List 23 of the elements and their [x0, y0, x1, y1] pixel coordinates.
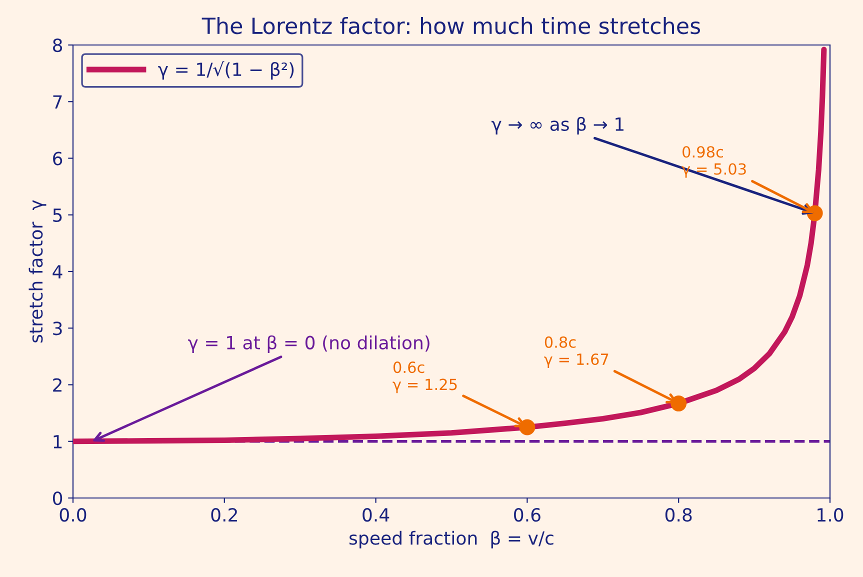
x-tick-label: 0.0 — [60, 508, 86, 522]
annotation: 0.8c γ = 1.67 — [544, 336, 608, 368]
y-tick-label: 8 — [53, 38, 62, 52]
chart-title: The Lorentz factor: how much time stretches — [202, 17, 700, 34]
x-tick-label: 0.2 — [211, 508, 237, 522]
x-tick-label: 0.4 — [362, 508, 390, 522]
x-tick-label: 0.8 — [665, 508, 692, 522]
y-tick-label: 7 — [53, 95, 62, 108]
x-tick-label: 0.6 — [514, 508, 540, 522]
y-tick-label: 0 — [52, 491, 62, 506]
y-axis-title: stretch factor γ — [28, 200, 46, 342]
x-axis-title: speed fraction β = v/c — [350, 530, 554, 548]
y-tick-label: 6 — [53, 152, 62, 166]
annotation: γ → ∞ as β → 1 — [492, 116, 624, 134]
x-tick-label: 1.0 — [818, 508, 844, 522]
legend-label: γ = 1/√(1 − β²) — [158, 61, 294, 80]
y-tick-label: 3 — [53, 322, 62, 336]
y-tick-label: 1 — [54, 435, 62, 448]
y-tick-label: 4 — [52, 265, 62, 278]
y-tick-label: 5 — [53, 208, 62, 222]
annotation: γ = 1 at β = 0 (no dilation) — [188, 335, 430, 353]
y-tick-label: 2 — [53, 378, 62, 392]
annotation: 0.6c γ = 1.25 — [392, 362, 457, 394]
